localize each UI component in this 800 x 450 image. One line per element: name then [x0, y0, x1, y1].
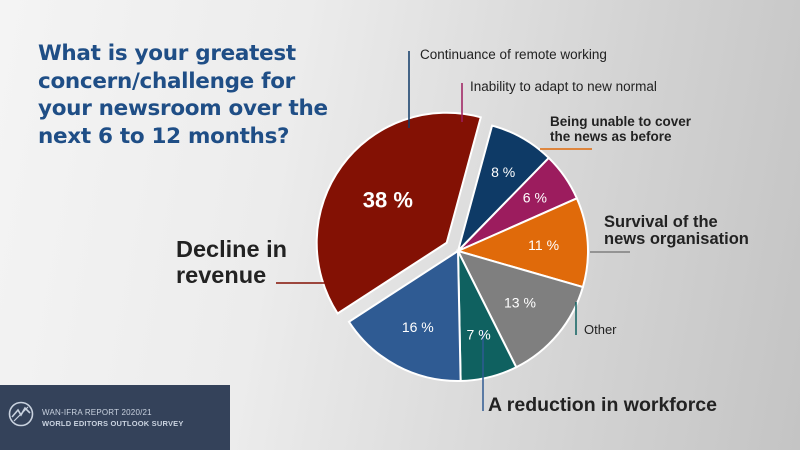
- footer-bar: WAN-IFRA REPORT 2020/21 WORLD EDITORS OU…: [0, 385, 230, 450]
- survey-label: WORLD EDITORS OUTLOOK SURVEY: [42, 419, 184, 428]
- data-label-adapt-new-normal: 6 %: [523, 190, 547, 206]
- category-label-unable-to-cover: Being unable to cover the news as before: [550, 114, 692, 144]
- category-label-decline-revenue: Decline in revenue: [176, 236, 287, 288]
- category-label-other: Other: [584, 322, 617, 337]
- report-label: WAN-IFRA REPORT 2020/21: [42, 408, 152, 417]
- category-label-adapt-new-normal: Inability to adapt to new normal: [470, 79, 657, 94]
- data-label-survival: 13 %: [504, 295, 536, 311]
- chart-title: What is your greatest concern/challenge …: [38, 41, 328, 149]
- pie-slice-survival: [456, 249, 585, 369]
- data-label-workforce-reduction: 16 %: [402, 319, 434, 335]
- data-label-decline-revenue: 38 %: [363, 187, 413, 212]
- category-label-survival: Survival of the news organisation: [604, 213, 749, 248]
- data-label-remote-working: 8 %: [491, 164, 515, 180]
- category-label-workforce-reduction: A reduction in workforce: [488, 394, 717, 416]
- wan-ifra-logo-icon: [8, 401, 34, 427]
- pie-slice-workforce-reduction: [347, 249, 462, 382]
- data-label-unable-to-cover: 11 %: [528, 237, 559, 253]
- category-label-remote-working: Continuance of remote working: [420, 47, 607, 62]
- pie-slice-decline-revenue: [315, 111, 483, 315]
- pie-slice-unable-to-cover: [455, 197, 589, 289]
- data-label-other: 7 %: [467, 326, 491, 342]
